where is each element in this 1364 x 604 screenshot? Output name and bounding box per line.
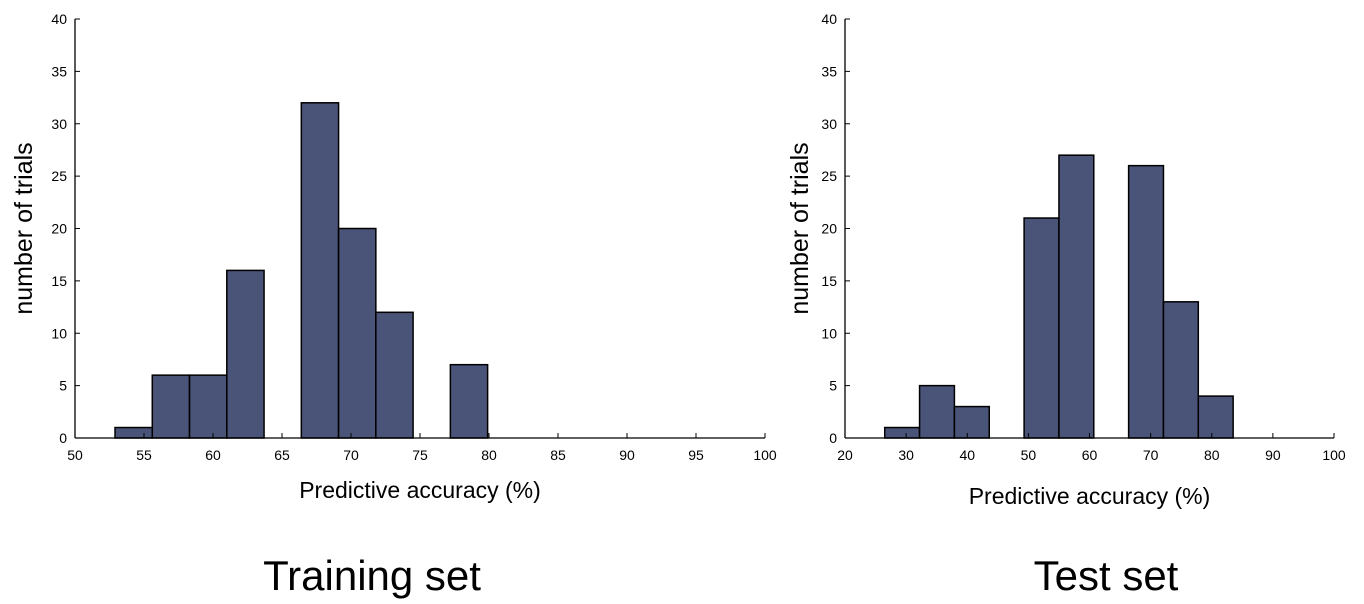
x-tick-label: 55 — [136, 447, 152, 463]
x-tick-label: 90 — [619, 447, 635, 463]
x-tick-label: 75 — [412, 447, 428, 463]
x-tick-label: 65 — [274, 447, 290, 463]
histogram-bar — [188, 374, 228, 439]
training-set-caption: Training set — [263, 552, 481, 599]
x-tick-label: 90 — [1265, 447, 1281, 463]
histogram-bar — [114, 426, 154, 439]
histogram-bar — [375, 311, 414, 439]
y-tick-label: 0 — [59, 430, 67, 446]
y-axis-title: number of trials — [786, 142, 814, 314]
histogram-bar — [337, 227, 377, 439]
x-tick-label: 80 — [481, 447, 497, 463]
y-axis-title: number of trials — [10, 142, 38, 314]
x-axis-title: Predictive accuracy (%) — [969, 483, 1211, 509]
x-tick-label: 50 — [67, 447, 83, 463]
x-tick-label: 70 — [1143, 447, 1159, 463]
test-set-histogram: 20 30 40 50 60 70 80 90 100 0 5 10 15 20 25 30 35 40 Predi… — [786, 11, 1346, 509]
y-tick-label: 5 — [59, 378, 67, 394]
y-tick-label: 40 — [821, 11, 837, 27]
x-tick-label: 85 — [550, 447, 566, 463]
y-tick-label: 20 — [821, 221, 837, 237]
y-tick-label: 25 — [51, 168, 67, 184]
y-tick-label: 15 — [821, 273, 837, 289]
y-tick-label: 40 — [51, 11, 67, 27]
x-tick-label: 60 — [205, 447, 221, 463]
x-axis-title: Predictive accuracy (%) — [299, 477, 541, 503]
y-tick-label: 30 — [51, 116, 67, 132]
histogram-bar — [1023, 217, 1060, 439]
y-tick-label: 10 — [821, 325, 837, 341]
histogram-bar — [449, 363, 489, 439]
x-tick-label: 30 — [898, 447, 914, 463]
training-set-histogram: 50 55 60 65 70 75 80 85 90 95 100 0 5 10 15 20 25 30 35 40 P… — [10, 11, 777, 503]
test-set-caption: Test set — [1033, 552, 1179, 599]
histogram-bar — [1197, 395, 1234, 439]
x-tick-label: 60 — [1082, 447, 1098, 463]
y-tick-label: 35 — [821, 63, 837, 79]
x-tick-label: 100 — [753, 447, 777, 463]
histogram-bar — [300, 102, 340, 439]
histogram-bar — [1162, 301, 1200, 439]
x-tick-label: 70 — [343, 447, 359, 463]
y-tick-label: 20 — [51, 221, 67, 237]
y-tick-label: 0 — [829, 430, 837, 446]
histogram-bar — [953, 405, 991, 439]
histogram-bar — [151, 374, 191, 439]
histogram-bar — [883, 426, 921, 439]
x-tick-label: 95 — [688, 447, 704, 463]
histogram-bar — [1127, 164, 1165, 439]
x-tick-label: 100 — [1322, 447, 1346, 463]
histogram-bar — [226, 269, 265, 439]
y-tick-label: 10 — [51, 325, 67, 341]
y-tick-label: 25 — [821, 168, 837, 184]
x-tick-label: 40 — [959, 447, 975, 463]
histogram-bar — [1058, 154, 1095, 439]
histogram-bar — [918, 384, 956, 439]
y-tick-label: 15 — [51, 273, 67, 289]
x-tick-label: 20 — [837, 447, 853, 463]
y-tick-label: 5 — [829, 378, 837, 394]
y-tick-label: 30 — [821, 116, 837, 132]
y-tick-label: 35 — [51, 63, 67, 79]
x-tick-label: 50 — [1021, 447, 1037, 463]
x-tick-label: 80 — [1204, 447, 1220, 463]
